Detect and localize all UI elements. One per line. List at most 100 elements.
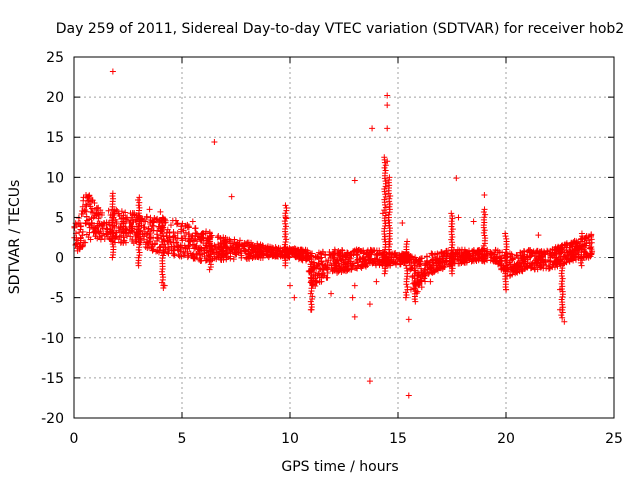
data-point — [100, 225, 107, 232]
outlier-point — [308, 306, 315, 313]
data-point — [192, 235, 199, 242]
data-point — [90, 214, 97, 221]
spike-point — [381, 215, 388, 222]
data-point — [246, 251, 253, 258]
data-point — [200, 235, 207, 242]
grid-lines — [74, 57, 614, 418]
data-point — [531, 266, 538, 273]
data-point — [213, 249, 220, 256]
spike-point — [109, 211, 116, 218]
data-point — [541, 249, 548, 256]
data-point — [347, 251, 354, 258]
spike-point — [412, 254, 419, 261]
data-point — [242, 247, 249, 254]
spike-point — [480, 209, 487, 216]
data-point — [79, 232, 86, 239]
data-point — [322, 252, 329, 259]
spike-point — [282, 202, 289, 209]
data-point — [557, 253, 564, 260]
data-point — [402, 253, 409, 260]
spike-point — [281, 249, 288, 256]
spike-point — [307, 261, 314, 268]
data-point — [94, 224, 101, 231]
data-point — [324, 269, 331, 276]
data-point — [76, 219, 83, 226]
spike-point — [386, 233, 393, 240]
data-point — [115, 210, 122, 217]
outlier-point — [405, 316, 412, 323]
spike-point — [283, 205, 290, 212]
data-point — [563, 259, 570, 266]
y-tick-label: -5 — [50, 291, 64, 307]
data-point — [81, 208, 88, 215]
y-tick-label: 0 — [55, 251, 64, 267]
data-point — [246, 243, 253, 250]
outlier-point — [282, 214, 289, 221]
spike-point — [136, 204, 143, 211]
data-point — [105, 207, 112, 214]
x-tick-label: 10 — [281, 431, 299, 447]
outlier-point — [291, 294, 298, 301]
data-point — [189, 232, 196, 239]
spike-point — [559, 262, 566, 269]
data-point — [148, 226, 155, 233]
spike-point — [381, 265, 388, 272]
spike-point — [382, 170, 389, 177]
data-point — [184, 254, 191, 261]
outlier-point — [146, 206, 153, 213]
data-point — [127, 233, 134, 240]
spike-point — [158, 228, 165, 235]
data-point — [167, 222, 174, 229]
data-point — [243, 254, 250, 261]
spike-point — [282, 239, 289, 246]
data-point — [199, 230, 206, 237]
spike-point — [386, 174, 393, 181]
spike-point — [283, 215, 290, 222]
data-point — [177, 248, 184, 255]
data-point — [75, 214, 82, 221]
spike-point — [308, 253, 315, 260]
data-point — [313, 277, 320, 284]
data-point — [101, 235, 108, 242]
data-point — [120, 220, 127, 227]
data-point — [95, 215, 102, 222]
spike-point — [135, 202, 142, 209]
spike-point — [158, 279, 165, 286]
spike-point — [577, 259, 584, 266]
x-axis-label: GPS time / hours — [281, 459, 398, 475]
data-point — [345, 260, 352, 267]
spike-point — [381, 154, 388, 161]
spike-point — [386, 241, 393, 248]
spike-point — [135, 212, 142, 219]
spike-point — [308, 285, 315, 292]
spike-point — [502, 249, 509, 256]
data-point — [514, 252, 521, 259]
spike-point — [577, 243, 584, 250]
data-point — [152, 248, 159, 255]
spike-point — [402, 294, 409, 301]
spike-point — [411, 262, 418, 269]
data-point — [186, 245, 193, 252]
data-point — [120, 219, 127, 226]
spike-point — [110, 209, 117, 216]
spike-point — [448, 236, 455, 243]
spike-point — [411, 285, 418, 292]
spike-point — [448, 244, 455, 251]
data-point — [215, 252, 222, 259]
data-point — [151, 241, 158, 248]
data-point — [458, 251, 465, 258]
spike-point — [382, 167, 389, 174]
data-point — [91, 199, 98, 206]
data-point — [473, 249, 480, 256]
spike-point — [283, 223, 290, 230]
spike-point — [404, 267, 411, 274]
spike-point — [449, 249, 456, 256]
spike-point — [482, 235, 489, 242]
data-point — [327, 252, 334, 259]
spike-point — [136, 249, 143, 256]
data-point — [465, 255, 472, 262]
data-point — [84, 193, 91, 200]
spike-point — [207, 261, 214, 268]
data-point — [98, 209, 105, 216]
data-point — [568, 250, 575, 257]
